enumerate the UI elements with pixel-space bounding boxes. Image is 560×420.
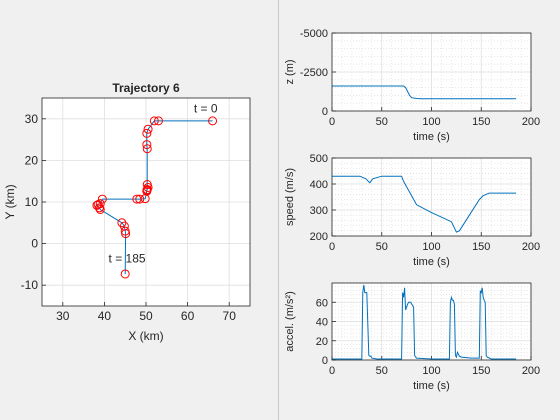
trajectory-panel: 30 40 50 60 70 -10 0 10 20 30 t = 0 t = 185 Trajecto… bbox=[0, 0, 279, 420]
axes-box bbox=[331, 157, 532, 237]
data-point-marker bbox=[143, 124, 153, 134]
x-tick-label: 30 bbox=[56, 309, 70, 323]
y-tick-label: 200 bbox=[310, 231, 328, 243]
data-point-marker bbox=[142, 140, 152, 150]
y-axis-label: speed (m/s) bbox=[284, 168, 296, 226]
axes-0: 30 40 50 60 70 -10 0 10 20 30 t = 0 t = 185 Trajecto… bbox=[3, 81, 251, 343]
time-series-panel: 0 50 100 150 200 -5000 -2500 0 time (s) z (m) 0 50 1… bbox=[279, 0, 560, 420]
axes-box bbox=[41, 97, 251, 307]
series-line bbox=[332, 284, 517, 360]
y-axis-label: z (m) bbox=[284, 59, 296, 84]
x-tick-label: 0 bbox=[329, 241, 335, 253]
x-tick-label: 150 bbox=[472, 365, 490, 377]
data-point-marker bbox=[153, 116, 163, 126]
axes-1: 0 50 100 150 200 -5000 -2500 0 time (s) z (m) bbox=[284, 28, 540, 143]
y-tick-label: 30 bbox=[25, 112, 39, 126]
y-tick-label: 60 bbox=[316, 297, 328, 309]
y-tick-label: 40 bbox=[316, 317, 328, 329]
y-tick-label: 0 bbox=[31, 237, 38, 251]
data-point-marker bbox=[208, 116, 218, 126]
axes-3: 0 50 100 150 200 0 20 40 60 time (s) accel. (m/s²) bbox=[284, 282, 540, 392]
data-point-marker bbox=[120, 269, 130, 279]
x-tick-label: 50 bbox=[376, 116, 388, 128]
data-point-marker bbox=[94, 203, 104, 213]
x-tick-label: 50 bbox=[376, 365, 388, 377]
x-tick-label: 70 bbox=[223, 309, 237, 323]
x-tick-label: 40 bbox=[98, 309, 112, 323]
y-tick-label: 300 bbox=[310, 205, 328, 217]
x-axis-label: time (s) bbox=[413, 256, 450, 268]
x-axis-label: time (s) bbox=[413, 131, 450, 143]
x-tick-label: 200 bbox=[522, 365, 540, 377]
annotation: t = 185 bbox=[109, 251, 146, 265]
y-tick-label: 400 bbox=[310, 179, 328, 191]
data-point-marker bbox=[95, 204, 105, 214]
y-tick-label: 10 bbox=[25, 195, 39, 209]
x-tick-label: 0 bbox=[329, 365, 335, 377]
data-point-marker bbox=[121, 229, 131, 239]
annotation: t = 0 bbox=[194, 102, 218, 116]
y-axis-label: accel. (m/s²) bbox=[284, 291, 296, 352]
x-tick-label: 100 bbox=[422, 241, 440, 253]
y-tick-label: 20 bbox=[316, 336, 328, 348]
x-axis-label: time (s) bbox=[413, 380, 450, 392]
x-tick-label: 50 bbox=[376, 241, 388, 253]
x-tick-label: 60 bbox=[181, 309, 195, 323]
x-axis-label: X (km) bbox=[128, 329, 163, 343]
y-tick-label: -2500 bbox=[300, 67, 328, 79]
y-tick-label: 0 bbox=[322, 106, 328, 118]
x-tick-label: 0 bbox=[329, 116, 335, 128]
y-tick-label: 20 bbox=[25, 153, 39, 167]
x-tick-label: 150 bbox=[472, 116, 490, 128]
axes-2: 0 50 100 150 200 200 300 400 500 time (s) speed (m… bbox=[284, 153, 540, 268]
x-tick-label: 150 bbox=[472, 241, 490, 253]
x-tick-label: 50 bbox=[139, 309, 153, 323]
y-axis-label: Y (km) bbox=[3, 184, 17, 219]
axes-box bbox=[331, 282, 532, 361]
x-tick-label: 100 bbox=[422, 116, 440, 128]
series-line bbox=[332, 85, 517, 100]
x-tick-label: 100 bbox=[422, 365, 440, 377]
axes-box bbox=[331, 32, 532, 112]
series-line bbox=[332, 175, 517, 233]
y-tick-label: 500 bbox=[310, 153, 328, 165]
chart-title: Trajectory 6 bbox=[112, 81, 180, 95]
data-point-marker bbox=[132, 194, 142, 204]
data-point-marker bbox=[142, 128, 152, 138]
y-tick-label: -10 bbox=[21, 278, 39, 292]
y-tick-label: -5000 bbox=[300, 28, 328, 40]
x-tick-label: 200 bbox=[522, 116, 540, 128]
y-tick-label: 0 bbox=[322, 355, 328, 367]
x-tick-label: 200 bbox=[522, 241, 540, 253]
data-point-marker bbox=[135, 194, 145, 204]
data-point-marker bbox=[142, 144, 152, 154]
trajectory-figure: 30 40 50 60 70 -10 0 10 20 30 t = 0 t = 185 Trajecto… bbox=[3, 81, 251, 343]
data-point-marker bbox=[149, 116, 159, 126]
